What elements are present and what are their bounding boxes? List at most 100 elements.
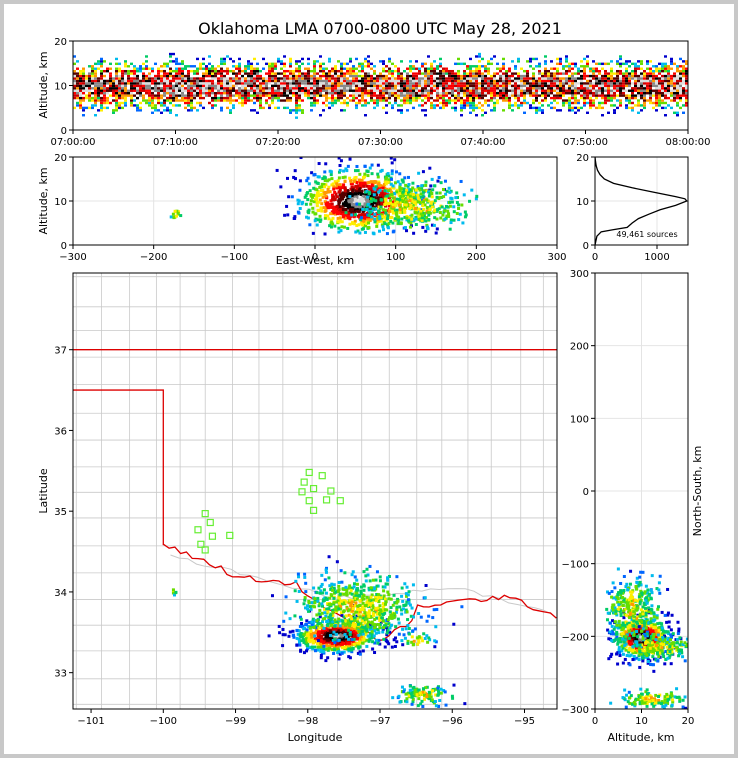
ew-point bbox=[354, 185, 357, 188]
time-height-point bbox=[256, 77, 259, 79]
time-height-point bbox=[481, 97, 484, 99]
time-height-point bbox=[430, 97, 433, 99]
time-height-point bbox=[358, 102, 361, 104]
time-height-point bbox=[562, 94, 565, 96]
time-height-point bbox=[253, 97, 256, 99]
time-height-point bbox=[505, 75, 508, 77]
time-height-point bbox=[232, 85, 235, 87]
time-height-point bbox=[673, 94, 676, 96]
time-height-point bbox=[220, 92, 223, 94]
time-height-point bbox=[490, 97, 493, 99]
time-height-point bbox=[388, 82, 391, 84]
time-height-point bbox=[604, 63, 607, 65]
time-height-point bbox=[289, 70, 292, 72]
time-height-point bbox=[556, 80, 559, 82]
ew-point bbox=[172, 213, 175, 216]
time-height-point bbox=[577, 90, 580, 92]
time-height-point bbox=[199, 65, 202, 67]
time-height-point bbox=[172, 60, 175, 62]
time-height-point bbox=[568, 104, 571, 106]
time-height-point bbox=[298, 70, 301, 72]
time-height-point bbox=[226, 77, 229, 79]
ew-point bbox=[299, 207, 302, 210]
time-height-point bbox=[370, 63, 373, 65]
time-height-point bbox=[409, 77, 412, 79]
ew-point bbox=[340, 159, 343, 162]
time-height-point bbox=[547, 70, 550, 72]
time-height-point bbox=[373, 99, 376, 101]
time-height-point bbox=[130, 94, 133, 96]
time-height-point bbox=[451, 99, 454, 101]
time-height-point bbox=[364, 104, 367, 106]
ew-point bbox=[399, 221, 402, 224]
time-height-point bbox=[370, 87, 373, 89]
time-height-point bbox=[499, 80, 502, 82]
time-height-point bbox=[190, 92, 193, 94]
time-height-point bbox=[301, 75, 304, 77]
figure-frame: Oklahoma LMA 0700-0800 UTC May 28, 2021 … bbox=[4, 4, 734, 754]
time-height-point bbox=[100, 82, 103, 84]
time-height-point bbox=[325, 90, 328, 92]
time-height-point bbox=[139, 82, 142, 84]
time-height-point bbox=[133, 80, 136, 82]
time-height-point bbox=[244, 68, 247, 70]
time-height-point bbox=[103, 80, 106, 82]
time-height-point bbox=[103, 85, 106, 87]
time-height-point bbox=[481, 77, 484, 79]
time-height-point bbox=[649, 94, 652, 96]
time-height-point bbox=[505, 85, 508, 87]
time-height-point bbox=[274, 72, 277, 74]
time-height-point bbox=[205, 70, 208, 72]
hist-xtick-label: 0 bbox=[592, 252, 598, 263]
time-height-point bbox=[433, 77, 436, 79]
ew-point bbox=[344, 189, 347, 192]
time-height-point bbox=[121, 102, 124, 104]
time-height-point bbox=[124, 63, 127, 65]
time-height-point bbox=[475, 94, 478, 96]
time-height-point bbox=[298, 87, 301, 89]
time-height-point bbox=[673, 90, 676, 92]
time-height-point bbox=[586, 65, 589, 67]
time-height-point bbox=[391, 85, 394, 87]
time-height-point bbox=[670, 60, 673, 62]
time-height-point bbox=[85, 82, 88, 84]
time-height-point bbox=[283, 92, 286, 94]
time-height-point bbox=[88, 72, 91, 74]
time-height-point bbox=[142, 85, 145, 87]
time-height-point bbox=[79, 94, 82, 96]
time-height-point bbox=[109, 87, 112, 89]
time-height-point bbox=[463, 104, 466, 106]
time-height-point bbox=[661, 94, 664, 96]
ew-point bbox=[389, 220, 392, 223]
time-height-point bbox=[94, 92, 97, 94]
time-height-point bbox=[571, 109, 574, 111]
time-height-point bbox=[337, 75, 340, 77]
time-height-point bbox=[328, 82, 331, 84]
time-height-point bbox=[403, 97, 406, 99]
time-height-point bbox=[646, 90, 649, 92]
time-height-point bbox=[514, 87, 517, 89]
time-height-point bbox=[124, 97, 127, 99]
time-height-point bbox=[466, 82, 469, 84]
time-height-point bbox=[622, 94, 625, 96]
time-height-point bbox=[325, 72, 328, 74]
time-height-point bbox=[583, 99, 586, 101]
time-height-point bbox=[361, 99, 364, 101]
time-height-point bbox=[610, 68, 613, 70]
time-height-point bbox=[337, 99, 340, 101]
map-source-point bbox=[332, 652, 335, 655]
time-height-point bbox=[442, 94, 445, 96]
time-height-point bbox=[673, 75, 676, 77]
time-height-point bbox=[481, 65, 484, 67]
time-height-point bbox=[313, 94, 316, 96]
time-height-point bbox=[103, 97, 106, 99]
time-height-point bbox=[415, 77, 418, 79]
time-height-point bbox=[283, 85, 286, 87]
time-height-point bbox=[328, 87, 331, 89]
time-height-point bbox=[217, 77, 220, 79]
ew-point bbox=[361, 223, 364, 226]
time-height-point bbox=[595, 82, 598, 84]
time-height-point bbox=[646, 68, 649, 70]
time-height-point bbox=[295, 94, 298, 96]
time-height-point bbox=[334, 97, 337, 99]
